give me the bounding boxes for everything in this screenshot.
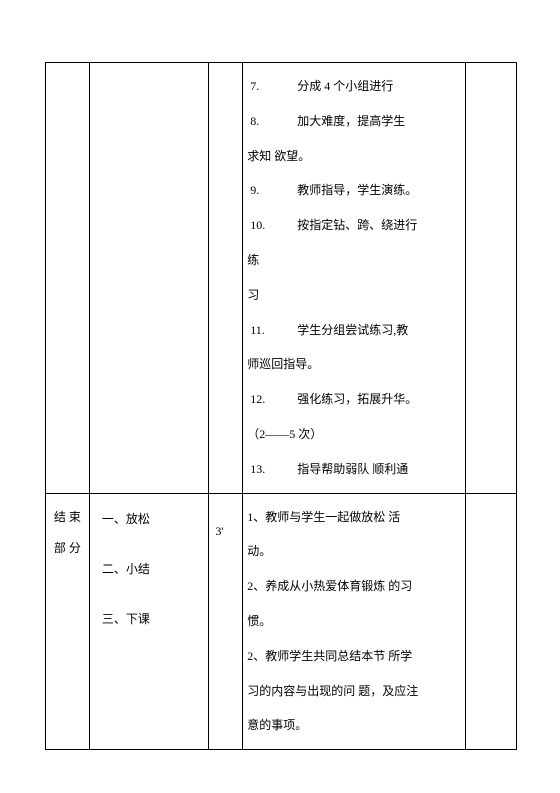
time-cell bbox=[209, 63, 243, 493]
list-item: 10. 按指定钻、跨、绕进行 bbox=[247, 208, 461, 243]
procedure-text: 惯。 bbox=[247, 604, 461, 639]
list-item: 12. 强化练习，拓展升华。 bbox=[247, 382, 461, 417]
continuation-text: 求知 欲望。 bbox=[247, 139, 461, 174]
item-text: 分成 4 个小组进行 bbox=[297, 69, 461, 104]
continuation-text: 练 bbox=[247, 243, 461, 278]
procedure-text: 1、教师与学生一起做放松 活 bbox=[247, 500, 461, 535]
time-value: 3' bbox=[213, 500, 238, 539]
activity-cell: 一、放松 二、小结 三、下课 bbox=[90, 494, 209, 750]
procedure-text: 意的事项。 bbox=[247, 708, 461, 743]
item-text: 按指定钻、跨、绕进行 bbox=[297, 208, 461, 243]
procedure-text: 2、养成从小热爱体育锻炼 的习 bbox=[247, 569, 461, 604]
continuation-text: （2——5 次） bbox=[247, 417, 461, 452]
item-number: 11. bbox=[247, 313, 297, 348]
procedure-cell: 1、教师与学生一起做放松 活 动。 2、养成从小热爱体育锻炼 的习 惯。 2、教… bbox=[243, 494, 466, 750]
list-item: 9. 教师指导，学生演练。 bbox=[247, 173, 461, 208]
procedure-text: 2、教师学生共同总结本节 所学 bbox=[247, 639, 461, 674]
item-text: 教师指导，学生演练。 bbox=[297, 173, 461, 208]
list-item: 7. 分成 4 个小组进行 bbox=[247, 69, 461, 104]
item-number: 13. bbox=[247, 452, 297, 487]
item-text: 强化练习，拓展升华。 bbox=[297, 382, 461, 417]
table-row-1: 7. 分成 4 个小组进行 8. 加大难度，提高学生 求知 欲望。 9. 教师指… bbox=[46, 63, 516, 494]
list-item: 11. 学生分组尝试练习,教 bbox=[247, 313, 461, 348]
section-label: 结 束 bbox=[54, 502, 81, 533]
procedure-text: 动。 bbox=[247, 534, 461, 569]
activity-cell bbox=[90, 63, 209, 493]
table-row-2: 结 束 部 分 一、放松 二、小结 三、下课 3' 1、教师与学生一起做放松 活… bbox=[46, 494, 516, 750]
lesson-plan-table: 7. 分成 4 个小组进行 8. 加大难度，提高学生 求知 欲望。 9. 教师指… bbox=[45, 62, 517, 750]
list-item: 8. 加大难度，提高学生 bbox=[247, 104, 461, 139]
activity-item: 一、放松 bbox=[102, 500, 204, 538]
activity-item: 二、小结 bbox=[102, 550, 204, 588]
item-number: 10. bbox=[247, 208, 297, 243]
activity-item: 三、下课 bbox=[102, 600, 204, 638]
list-item: 13. 指导帮助弱队 顺利通 bbox=[247, 452, 461, 487]
procedure-text: 习的内容与出现的问 题，及应注 bbox=[247, 674, 461, 709]
item-number: 8. bbox=[247, 104, 297, 139]
notes-cell bbox=[466, 63, 516, 493]
section-label-cell bbox=[46, 63, 90, 493]
item-text: 学生分组尝试练习,教 bbox=[297, 313, 461, 348]
procedure-cell: 7. 分成 4 个小组进行 8. 加大难度，提高学生 求知 欲望。 9. 教师指… bbox=[243, 63, 466, 493]
section-label: 部 分 bbox=[54, 533, 81, 564]
continuation-text: 习 bbox=[247, 278, 461, 313]
time-cell: 3' bbox=[209, 494, 243, 750]
section-label-cell: 结 束 部 分 bbox=[46, 494, 90, 750]
notes-cell bbox=[466, 494, 516, 750]
item-number: 9. bbox=[247, 173, 297, 208]
item-text: 指导帮助弱队 顺利通 bbox=[297, 452, 461, 487]
item-number: 12. bbox=[247, 382, 297, 417]
continuation-text: 师巡回指导。 bbox=[247, 347, 461, 382]
item-text: 加大难度，提高学生 bbox=[297, 104, 461, 139]
item-number: 7. bbox=[247, 69, 297, 104]
